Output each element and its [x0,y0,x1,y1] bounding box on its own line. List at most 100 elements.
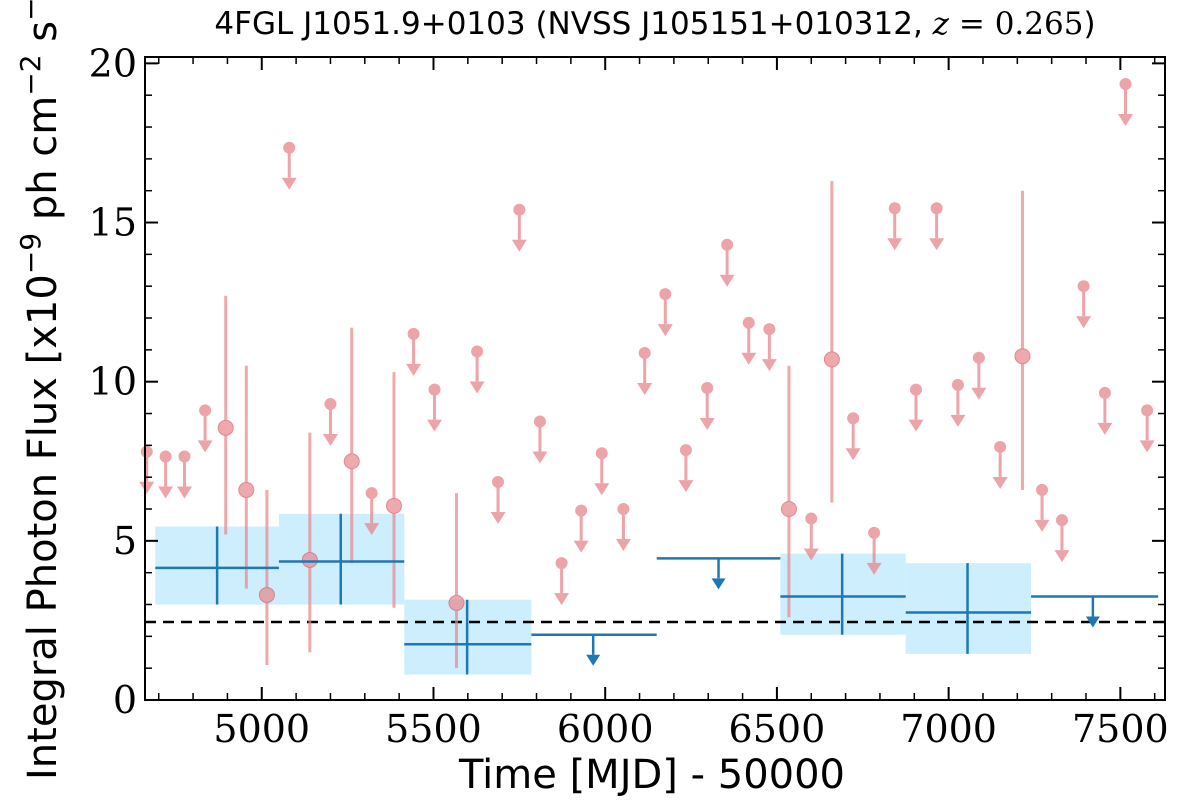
short-bin-limit-marker [429,384,441,396]
short-bin-upper-limit [532,415,547,463]
short-bin-limit-arrow [491,512,506,524]
short-bin-limit-arrow [887,238,902,250]
short-bin-limit-arrow [1054,550,1069,562]
short-bin-limit-marker [283,142,295,154]
short-bin-upper-limit [470,345,485,393]
short-bin-upper-limit [198,404,213,452]
short-bin-limit-arrow [512,240,527,252]
y-tick-label: 10 [89,360,137,404]
long-bin-upper-limit [531,635,656,666]
short-bin-limit-arrow [158,486,173,498]
x-tick-label: 5500 [385,707,482,751]
y-tick-label: 20 [89,41,137,85]
short-bin-limit-arrow [950,415,965,427]
short-bin-upper-limit [158,450,173,498]
short-bin-limit-arrow [658,324,673,336]
y-axis-title: Integral Photon Flux [x10−9 ph cm−2 s−1] [14,0,66,780]
short-bin-upper-limit [846,412,861,460]
short-bin-limit-arrow [470,381,485,393]
short-bin-marker [259,587,274,602]
short-bin-limit-marker [492,476,504,488]
x-tick-label: 6500 [729,707,826,751]
short-bin-limit-marker [513,204,525,216]
x-tick-label: 5000 [213,707,310,751]
short-bin-limit-arrow [532,451,547,463]
short-bin-limit-marker [847,412,859,424]
short-bin-point [218,296,233,535]
short-bin-limit-marker [994,441,1006,453]
short-bin-upper-limit [616,503,631,551]
long-bin-limit-arrow [712,578,726,589]
short-bin-limit-marker [556,557,568,569]
short-bin-upper-limit [909,384,924,432]
short-bin-limit-marker [743,317,755,329]
short-bin-limit-marker [639,347,651,359]
x-tick-label: 7500 [1072,707,1169,751]
short-bin-limit-arrow [700,418,715,430]
short-bin-limit-marker [1078,280,1090,292]
short-bin-limit-arrow [574,541,589,553]
short-bin-upper-limit [1097,387,1112,435]
short-bin-limit-arrow [1118,114,1133,126]
short-bin-upper-limit [491,476,506,524]
short-bin-limit-marker [178,450,190,462]
short-bin-limit-arrow [177,486,192,498]
short-bin-upper-limit [594,447,609,495]
short-bin-limit-marker [160,450,172,462]
short-bin-upper-limit [658,288,673,336]
short-bin-limit-marker [141,446,153,458]
short-bin-upper-limit [804,513,819,561]
short-bin-limit-marker [805,513,817,525]
short-bin-upper-limit [512,204,527,252]
short-bin-upper-limit [1118,78,1133,126]
short-bin-marker [781,502,796,517]
short-bin-limit-arrow [1140,440,1155,452]
short-bin-upper-limit [406,328,421,376]
short-bin-limit-marker [889,202,901,214]
short-bin-limit-marker [701,382,713,394]
short-bin-upper-limit [1076,280,1091,328]
short-bin-limit-arrow [909,420,924,432]
short-bin-limit-marker [659,288,671,300]
x-tick-label: 6000 [557,707,654,751]
short-bin-limit-arrow [282,178,297,190]
short-bin-limit-marker [680,444,692,456]
short-bin-upper-limit [929,202,944,250]
short-bin-upper-limit [139,446,154,494]
short-bin-upper-limit [971,352,986,400]
short-bin-marker [824,352,839,367]
short-bin-limit-arrow [139,482,154,494]
short-bin-limit-arrow [846,448,861,460]
short-bin-limit-marker [1056,514,1068,526]
y-tick-label: 5 [113,519,137,563]
short-bin-point [1015,191,1030,490]
short-bin-limit-arrow [594,483,609,495]
short-bin-upper-limit [1035,484,1050,532]
short-bin-upper-limit [720,239,735,287]
short-bin-marker [1015,349,1030,364]
short-bin-limit-marker [471,345,483,357]
y-tick-label: 15 [89,201,137,245]
short-bin-limit-arrow [1035,520,1050,532]
short-bin-limit-marker [952,379,964,391]
chart: 5000 5500 6000 6500 7000 750005101520 Time [M… [0,0,1200,800]
short-bin-limit-arrow [720,275,735,287]
short-bin-limit-marker [931,202,943,214]
short-bin-upper-limit [1140,404,1155,452]
short-bin-limit-marker [868,527,880,539]
short-bin-limit-arrow [1076,316,1091,328]
short-bin-limit-arrow [554,593,569,605]
short-bin-limit-arrow [616,539,631,551]
short-bin-point [824,181,839,503]
short-bin-limit-arrow [678,480,693,492]
short-bin-upper-limit [700,382,715,430]
short-bin-limit-marker [1120,78,1132,90]
short-bin-limit-marker [1036,484,1048,496]
x-tick-label: 7000 [900,707,997,751]
long-bin-limit-arrow [586,655,600,666]
short-bin-limit-arrow [406,364,421,376]
short-bin-marker [302,552,317,567]
short-bin-upper-limit [282,142,297,190]
short-bin-limit-marker [1099,387,1111,399]
short-bin-limit-marker [324,398,336,410]
